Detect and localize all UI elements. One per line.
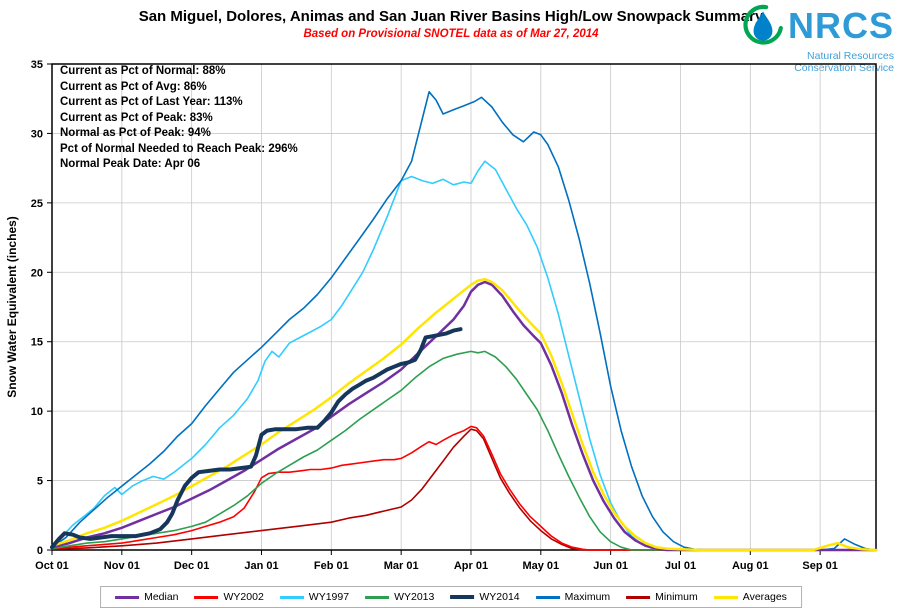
stat-line: Normal Peak Date: Apr 06: [60, 158, 201, 170]
stat-line: Current as Pct of Normal: 88%: [60, 65, 226, 77]
legend-item-wy2014: WY2014: [450, 591, 520, 603]
legend-label: WY2013: [394, 591, 435, 603]
water-drop-icon: [743, 4, 783, 45]
chart-legend: Median WY2002 WY1997 WY2013 WY2014 Maximum Min…: [100, 586, 802, 608]
y-axis-title: Snow Water Equivalent (inches): [5, 216, 19, 398]
x-tick-label: Nov 01: [104, 560, 140, 572]
series-maximum: [51, 90, 877, 551]
x-tick-label: Jun 01: [593, 560, 628, 572]
nrcs-org-name: Natural Resources Conservation Service: [794, 50, 894, 74]
y-tick-label: 35: [31, 59, 43, 71]
y-tick-label: 5: [37, 476, 43, 488]
stats-panel: Current as Pct of Normal: 88% Current as …: [60, 64, 298, 173]
nrcs-wordmark: NRCS: [787, 5, 894, 46]
legend-item-wy1997: WY1997: [279, 591, 350, 603]
series-wy2002: [51, 425, 877, 551]
legend-item-wy2002: WY2002: [194, 591, 264, 603]
y-tick-label: 0: [37, 545, 43, 557]
series-median: [50, 280, 878, 552]
legend-item-maximum: Maximum: [535, 591, 611, 603]
y-tick-label: 25: [31, 198, 43, 210]
legend-swatch-wy2013: [365, 595, 390, 599]
legend-swatch-minimum: [626, 595, 651, 599]
series-wy1997: [51, 160, 877, 551]
swirl-shape: [743, 4, 783, 45]
legend-label: Minimum: [655, 591, 698, 603]
legend-label: WY2002: [223, 591, 264, 603]
y-tick-label: 20: [31, 267, 43, 279]
stat-line: Current as Pct of Peak: 83%: [60, 111, 213, 124]
x-tick-label: Mar 01: [384, 560, 419, 572]
legend-label: Averages: [742, 591, 787, 603]
nrcs-logo-row: NRCS: [742, 4, 894, 48]
drop-shape: [753, 11, 773, 41]
plot-border: [51, 63, 877, 551]
x-tick-label: Oct 01: [35, 560, 69, 572]
legend-item-wy2013: WY2013: [365, 591, 434, 603]
legend-label: Maximum: [564, 591, 611, 603]
stat-line: Current as Pct of Last Year: 113%: [60, 96, 243, 108]
legend-swatch-maximum: [535, 595, 560, 599]
legend-swatch-wy1997: [279, 595, 304, 599]
x-tick-label: Sep 01: [802, 560, 837, 572]
chart-subtitle: Based on Provisional SNOTEL data as of M…: [303, 28, 599, 40]
stat-line: Pct of Normal Needed to Reach Peak: 296%: [60, 142, 298, 155]
x-tick-label: Dec 01: [174, 560, 209, 572]
legend-item-averages: Averages: [713, 591, 787, 603]
legend-item-minimum: Minimum: [626, 591, 698, 603]
x-tick-label: Jan 01: [244, 560, 278, 572]
legend-swatch-wy2002: [194, 595, 219, 599]
logo-org-line2: Conservation Service: [794, 62, 894, 74]
x-tick-label: Aug 01: [732, 560, 769, 572]
x-tick-label: Jul 01: [665, 560, 696, 572]
y-tick-label: 10: [31, 406, 43, 418]
y-tick-label: 15: [31, 337, 43, 349]
legend-label: Median: [144, 591, 179, 603]
series-wy2013: [51, 350, 877, 551]
y-tick-label: 30: [31, 128, 43, 140]
chart-title: San Miguel, Dolores, Animas and San Juan…: [138, 8, 764, 25]
legend-item-median: Median: [115, 591, 179, 603]
x-tick-label: Apr 01: [454, 560, 488, 572]
series-minimum: [51, 428, 877, 551]
x-tick-label: May 01: [522, 560, 559, 572]
legend-swatch-averages: [713, 595, 738, 599]
snowpack-chart: Oct 01 Nov 01 Dec 01 Jan 01 Feb 01 Mar 01 Apr …: [5, 59, 878, 572]
series-wy2014: [50, 327, 463, 550]
stat-line: Normal as Pct of Peak: 94%: [60, 127, 211, 139]
nrcs-logo: NRCS Natural Resources Conservation Serv…: [742, 4, 894, 74]
stat-line: Current as Pct of Avg: 86%: [60, 80, 207, 93]
logo-org-line1: Natural Resources: [807, 50, 894, 62]
series-averages: [50, 277, 878, 552]
legend-label: WY1997: [308, 591, 350, 603]
legend-swatch-wy2014: [450, 595, 475, 599]
legend-swatch-median: [115, 595, 140, 599]
legend-label: WY2014: [479, 591, 520, 603]
x-tick-label: Feb 01: [314, 560, 349, 572]
